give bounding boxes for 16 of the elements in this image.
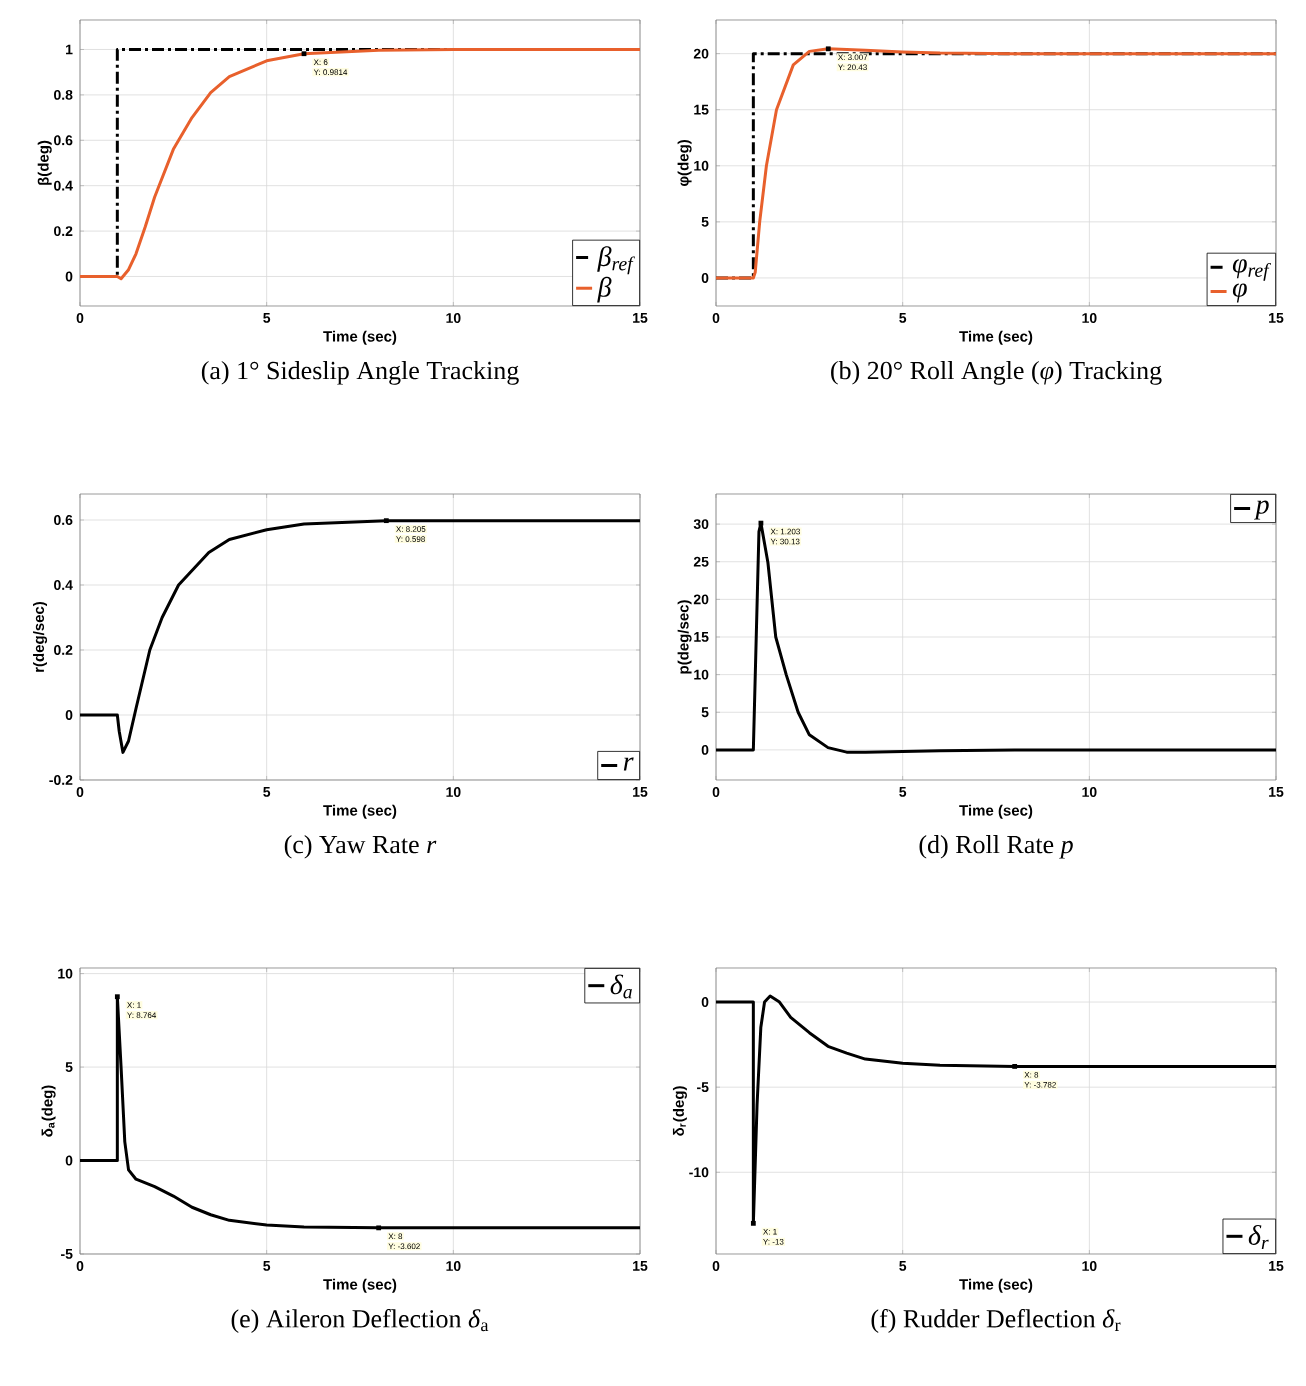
text: (d) Roll Rate p <box>919 835 1073 859</box>
text: (e) Aileron Deflection δ$_{a}$ <box>231 1309 489 1333</box>
legend-label: φ$_{ref}$ <box>1232 259 1271 281</box>
line-series <box>716 994 1277 1226</box>
text: (b) 20° Roll Angle (φ) Tracking <box>831 361 1162 385</box>
text: (c) Yaw Rate r <box>284 835 437 859</box>
legend-label: β$_{ref}$ <box>597 246 635 275</box>
legend-label: δ$_{a}$ <box>610 974 632 999</box>
legend-label: p <box>1253 500 1269 520</box>
legend-label: β <box>597 276 612 303</box>
legend-label: δ$_{r}$ <box>1248 1225 1269 1249</box>
line-series <box>80 518 640 754</box>
legend-label: r <box>623 757 634 771</box>
text: (a) 1° Sideslip Angle Tracking <box>201 361 519 385</box>
legend-label: φ <box>1232 283 1247 303</box>
text: (f) Rudder Deflection δ$_{r}$ <box>871 1309 1121 1333</box>
